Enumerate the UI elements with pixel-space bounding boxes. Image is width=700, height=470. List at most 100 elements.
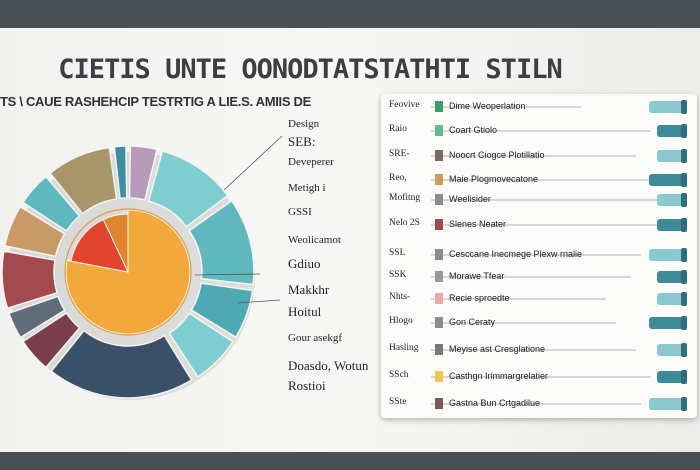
legend-item: SSL Cesccane Inecmege Plexw rnalie [381,248,697,262]
chart-title: CIETIS UNTE OONODTATSTATHTI STILN [58,54,562,85]
leader-line [237,299,281,304]
slice-label: Design [288,118,320,130]
pie-slice-outer [21,175,81,233]
pie-slice-outer [1,250,59,310]
pie-slice-outer [168,312,234,378]
legend-item: Feovive Dime Weoperlation [381,100,697,114]
pie-slice-outer [50,329,193,399]
legend-code: Nelo 2S [389,218,420,228]
legend-item: Nhts- Recie sproedte [381,292,697,306]
leader-line [223,135,283,191]
legend-item: Hasling Meyise ast Cresglatione [381,343,697,357]
pie-slice-inner [70,218,129,273]
legend-item: SSK Morawe Tfear [381,270,697,284]
legend-text: Gastna Bun Crtgadilue [449,398,541,408]
legend-item: Reo, Maie Plogmovecatone [381,173,697,187]
legend-item: Hlogo Gon Ceraty [381,316,697,330]
legend-swatch [435,293,443,304]
legend-tab-marker [657,125,685,137]
legend-tab-cap [681,397,687,411]
legend-swatch [435,371,443,382]
pie-slice-inner [102,213,129,273]
legend-text: Casthgn Irimmargrelatier [449,371,549,381]
legend-tab-marker [649,101,685,113]
legend-item: SSte Gastna Bun Crtgadilue [381,397,697,411]
legend-panel: Feovive Dime Weoperlation Raio Coart Gti… [381,94,697,418]
legend-swatch [435,194,443,205]
legend-text: Slenes Neater [449,219,507,229]
slice-label: Rostioi [288,378,326,393]
legend-swatch [435,344,443,355]
legend-tab-marker [657,219,685,231]
pie-slice-outer [113,145,128,200]
legend-swatch [435,101,443,112]
legend-code: SSch [389,370,409,380]
legend-tab-marker [657,271,685,283]
slice-label: GSSI [288,206,312,218]
legend-tab-cap [681,370,687,384]
slice-label: SEB: [288,134,316,149]
legend-item: SRE- Noocrt Ciogce Plotillatio [381,149,697,163]
pie-slice-outer [128,145,158,201]
legend-tab-marker [649,398,685,410]
legend-code: SSK [389,270,407,280]
legend-swatch [435,150,443,161]
legend-swatch [435,317,443,328]
legend-tab-cap [681,248,687,262]
slice-label: Makkhr [288,282,330,297]
slice-label: Hoitul [288,304,322,319]
leader-line [194,273,261,276]
legend-tab-cap [681,292,687,306]
legend-code: Hlogo [389,316,413,326]
legend-tab-cap [681,173,687,187]
slice-label: Weolicamot [288,234,341,246]
legend-text: Coart Gtiolo [449,125,498,135]
legend-item: Nelo 2S Slenes Neater [381,218,697,232]
legend-tab-marker [657,371,685,383]
legend-text: Recie sproedte [449,293,510,303]
legend-tab-marker [649,249,685,261]
legend-code: SSL [389,248,406,258]
legend-code: SRE- [389,149,410,159]
bottom-bar [0,452,700,470]
pie-slice-outer [21,311,81,369]
legend-tab-marker [649,317,685,329]
legend-tab-cap [681,149,687,163]
pie-slice-outer [49,146,118,215]
legend-text: Cesccane Inecmege Plexw rnalie [449,249,583,259]
pie-slice-outer [3,205,66,258]
legend-swatch [435,219,443,230]
legend-swatch [435,174,443,185]
legend-item: Raio Coart Gtiolo [381,124,697,138]
legend-tab-cap [681,193,687,207]
legend-text: Dime Weoperlation [449,101,526,111]
pie-slice-outer [7,295,66,339]
legend-tab-cap [681,316,687,330]
legend-code: Raio [389,124,407,134]
legend-tab-marker [657,344,685,356]
legend-tab-marker [649,174,685,186]
legend-item: SSch Casthgn Irimmargrelatier [381,370,697,384]
pie-slice-outer [190,282,254,339]
legend-tab-marker [657,194,685,206]
pie-slice-outer [188,199,255,286]
legend-text: Weelisider [449,194,491,204]
legend-code: Mofitng [389,193,421,203]
inner-ring [64,208,192,336]
legend-text: Maie Plogmovecatone [449,174,539,184]
legend-code: Feovive [389,100,420,110]
legend-leader-lines [431,100,687,411]
legend-swatch [435,249,443,260]
slice-label: Gour asekgf [288,332,343,344]
legend-tab-cap [681,124,687,138]
legend-item: Mofitng Weelisider [381,193,697,207]
legend-tab-cap [681,343,687,357]
legend-tab-cap [681,100,687,114]
legend-text: Meyise ast Cresglatione [449,344,546,354]
legend-swatch [435,398,443,409]
top-bar [0,0,700,28]
legend-tab-cap [681,270,687,284]
legend-code: Reo, [389,173,407,183]
